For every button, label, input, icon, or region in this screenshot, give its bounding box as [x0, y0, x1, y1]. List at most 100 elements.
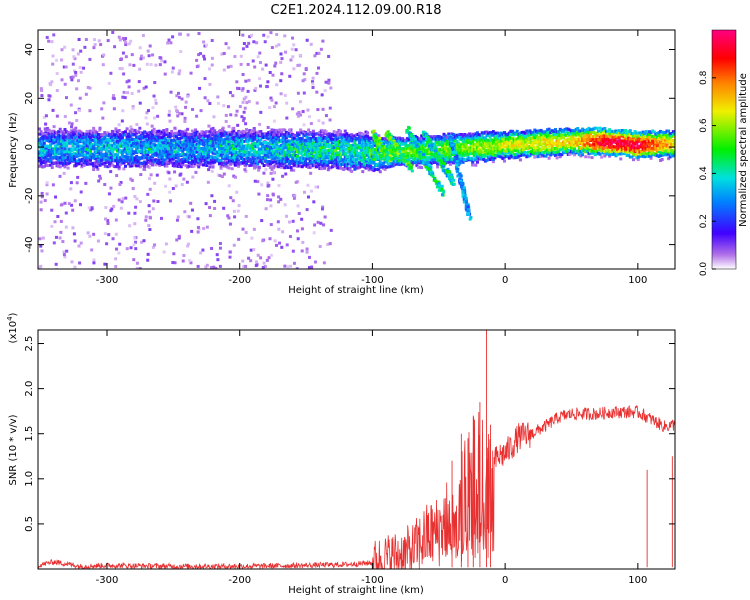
noise-pixel [288, 220, 292, 224]
band-pixel [552, 150, 556, 154]
noise-pixel [111, 30, 115, 34]
band-pixel [350, 133, 354, 137]
noise-pixel [59, 230, 63, 234]
band-pixel [87, 156, 91, 160]
noise-pixel [90, 207, 94, 211]
noise-pixel [52, 241, 56, 245]
band-pixel [146, 140, 150, 144]
noise-pixel [96, 239, 100, 243]
band-pixel [577, 132, 581, 136]
band-pixel [582, 149, 586, 153]
band-pixel [151, 153, 155, 157]
noise-pixel [283, 203, 287, 207]
band-pixel [313, 156, 317, 160]
band-pixel [350, 144, 354, 148]
band-pixel [195, 160, 199, 164]
noise-pixel [101, 116, 105, 120]
band-pixel [299, 139, 303, 143]
band-pixel [346, 167, 350, 171]
band-pixel [246, 138, 250, 142]
noise-pixel [240, 88, 244, 92]
band-pixel [63, 135, 67, 139]
band-pixel [307, 148, 311, 152]
band-pixel [407, 137, 411, 141]
band-pixel [518, 139, 522, 143]
band-pixel [80, 131, 84, 135]
noise-pixel [226, 214, 230, 218]
band-pixel [534, 140, 538, 144]
band-pixel [506, 147, 510, 151]
band-pixel [410, 143, 414, 147]
band-pixel [138, 134, 142, 138]
band-pixel [281, 132, 285, 136]
noise-pixel [147, 177, 151, 181]
band-pixel [237, 146, 241, 150]
band-pixel [98, 160, 102, 164]
band-pixel [577, 146, 581, 150]
band-pixel [319, 143, 323, 147]
band-pixel [270, 156, 274, 160]
noise-pixel [306, 183, 310, 187]
band-pixel [120, 158, 124, 162]
band-pixel [146, 153, 150, 157]
band-pixel [171, 150, 175, 154]
band-pixel [592, 135, 596, 139]
noise-pixel [116, 164, 120, 168]
noise-pixel [241, 73, 245, 77]
band-pixel [49, 135, 53, 139]
band-pixel [152, 142, 156, 146]
noise-pixel [109, 186, 113, 190]
band-pixel [318, 150, 322, 154]
band-pixel [166, 141, 170, 145]
band-pixel [310, 137, 314, 141]
band-pixel [170, 161, 174, 165]
band-pixel [517, 143, 521, 147]
band-pixel [616, 148, 620, 152]
noise-pixel [207, 124, 211, 128]
band-pixel [248, 129, 252, 133]
band-pixel [579, 129, 583, 133]
noise-pixel [190, 229, 194, 233]
band-pixel [184, 132, 188, 136]
band-pixel [270, 167, 274, 171]
noise-pixel [145, 62, 149, 66]
band-pixel [569, 137, 573, 141]
band-pixel [179, 162, 183, 166]
band-pixel [230, 159, 234, 163]
band-pixel [286, 148, 290, 152]
band-pixel [606, 146, 610, 150]
noise-pixel [168, 199, 172, 203]
band-pixel [41, 138, 45, 142]
band-pixel [192, 146, 196, 150]
band-pixel [80, 159, 84, 163]
noise-pixel [100, 107, 104, 111]
band-pixel [345, 163, 349, 167]
band-pixel [286, 150, 290, 154]
noise-pixel [204, 265, 208, 269]
band-pixel [47, 158, 51, 162]
band-pixel [318, 157, 322, 161]
noise-pixel [240, 115, 244, 119]
band-pixel [522, 137, 526, 141]
band-pixel [260, 132, 264, 136]
band-pixel [127, 149, 131, 153]
band-pixel [281, 140, 285, 144]
noise-pixel [119, 180, 123, 184]
band-pixel [232, 159, 236, 163]
band-pixel [256, 162, 260, 166]
band-pixel [442, 141, 446, 145]
noise-pixel [86, 231, 90, 235]
band-pixel [342, 151, 346, 155]
band-pixel [108, 145, 112, 149]
band-pixel [268, 149, 272, 153]
band-pixel [354, 158, 358, 162]
noise-pixel [173, 170, 177, 174]
band-pixel [493, 139, 497, 143]
band-pixel [197, 132, 201, 136]
band-pixel [176, 149, 180, 153]
band-pixel [119, 158, 123, 162]
band-pixel [342, 146, 346, 150]
band-pixel [50, 135, 54, 139]
band-pixel [362, 135, 366, 139]
noise-pixel [229, 64, 233, 68]
